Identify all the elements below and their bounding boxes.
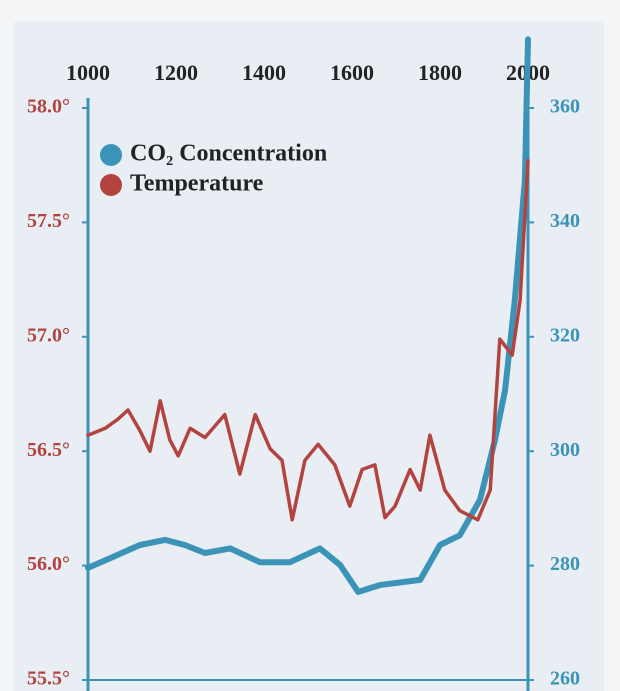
y-tick-label: 57.0° xyxy=(27,324,70,346)
legend-label: Temperature xyxy=(130,171,264,197)
y2-tick-label: 280 xyxy=(550,553,580,575)
y-tick-label: 57.5° xyxy=(27,210,70,232)
x-tick-label: 1800 xyxy=(418,60,462,85)
y-tick-label: 56.0° xyxy=(27,553,70,575)
series-line xyxy=(85,36,531,595)
y2-tick-label: 260 xyxy=(550,668,580,690)
x-tick-label: 1600 xyxy=(330,60,374,85)
y2-tick-label: 360 xyxy=(550,96,580,118)
y2-tick-label: 340 xyxy=(550,210,580,232)
series-line xyxy=(86,158,530,522)
x-tick-label: 1000 xyxy=(66,60,110,85)
plot-background xyxy=(14,22,604,691)
y2-tick-label: 300 xyxy=(550,439,580,461)
y-tick-label: 58.0° xyxy=(27,96,70,118)
legend-label: CO₂ Concentration xyxy=(130,141,327,167)
legend-marker xyxy=(100,144,122,166)
y2-tick-label: 320 xyxy=(550,324,580,346)
x-tick-label: 1200 xyxy=(154,60,198,85)
x-tick-label: 1400 xyxy=(242,60,286,85)
legend-marker xyxy=(100,174,122,196)
y-tick-label: 56.5° xyxy=(27,439,70,461)
y-tick-label: 55.5° xyxy=(27,668,70,690)
